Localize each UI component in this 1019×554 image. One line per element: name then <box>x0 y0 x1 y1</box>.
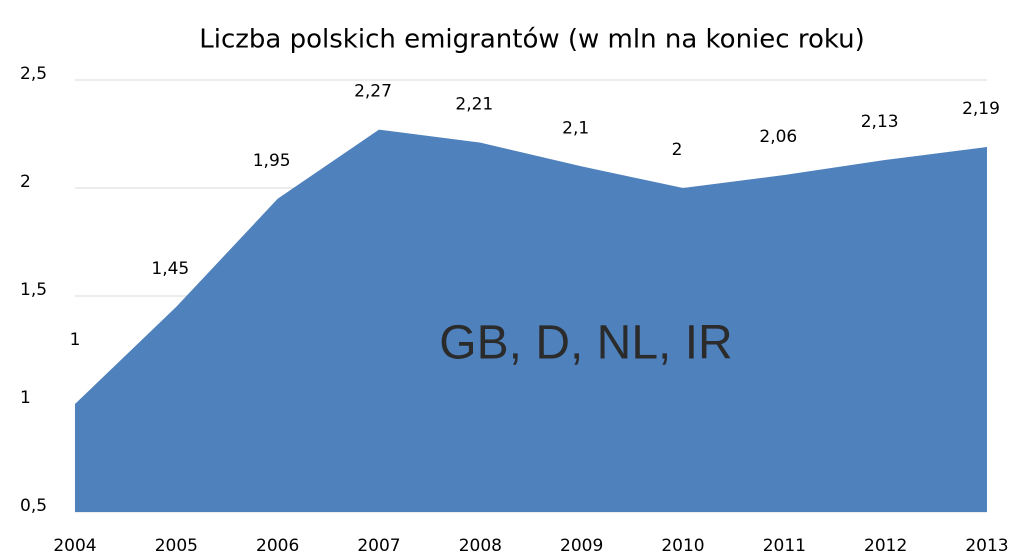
x-tick-label: 2007 <box>357 536 400 554</box>
x-tick-label: 2010 <box>661 536 704 554</box>
value-label: 2,13 <box>861 112 899 132</box>
value-label: 2,1 <box>562 118 589 138</box>
x-tick-label: 2011 <box>763 536 806 554</box>
value-label: 1 <box>70 330 81 350</box>
y-tick-label: 2,5 <box>20 64 47 84</box>
value-label: 2,21 <box>455 95 493 115</box>
y-tick-label: 1 <box>20 388 31 408</box>
area <box>75 129 987 512</box>
chart-title: Liczba polskich emigrantów (w mln na kon… <box>199 25 864 55</box>
y-tick-label: 2 <box>20 172 31 192</box>
x-tick-label: 2009 <box>560 536 603 554</box>
value-label: 2,27 <box>354 82 392 102</box>
value-label: 2,06 <box>759 127 797 147</box>
y-tick-label: 0,5 <box>20 496 47 516</box>
value-label: 2,19 <box>962 99 1000 119</box>
x-tick-label: 2004 <box>53 536 96 554</box>
value-label: 1,45 <box>151 259 189 279</box>
annotation: GB, D, NL, IR <box>439 317 732 370</box>
x-tick-label: 2005 <box>155 536 198 554</box>
value-label: 1,95 <box>253 151 291 171</box>
x-tick-label: 2012 <box>864 536 907 554</box>
x-tick-label: 2006 <box>256 536 299 554</box>
x-tick-label: 2013 <box>965 536 1008 554</box>
y-tick-label: 1,5 <box>20 280 47 300</box>
x-tick-label: 2008 <box>459 536 502 554</box>
value-label: 2 <box>672 140 683 160</box>
